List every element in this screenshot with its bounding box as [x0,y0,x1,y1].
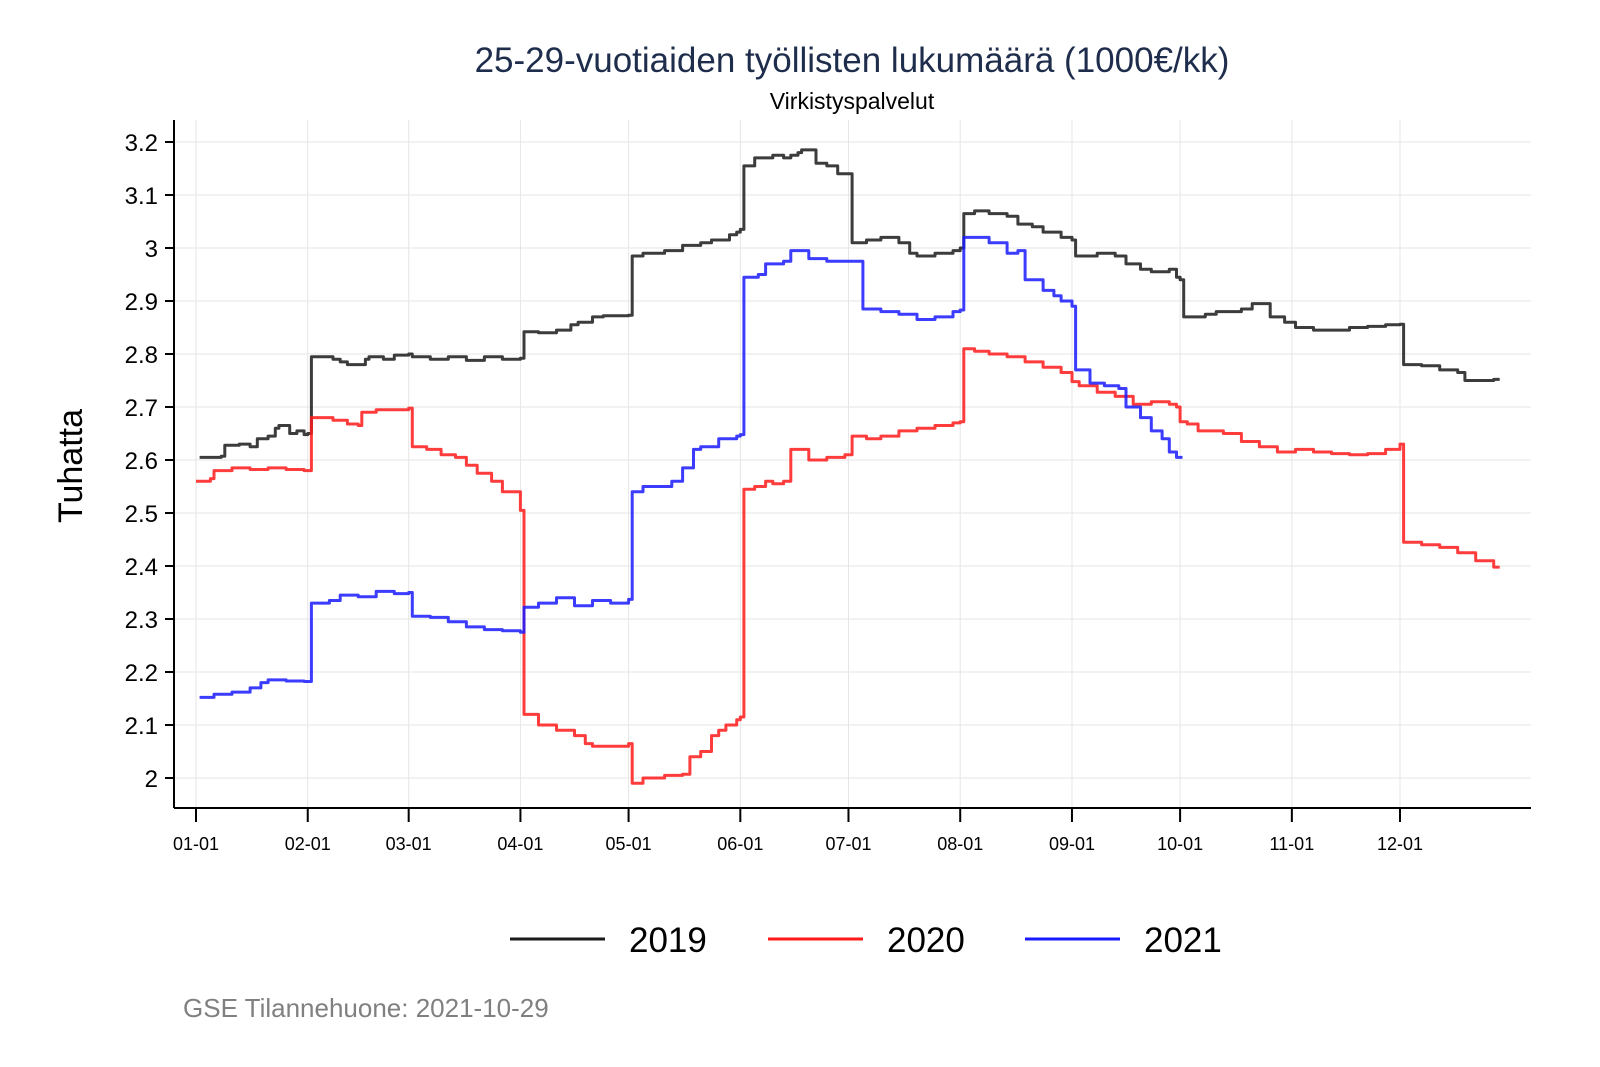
series-line-2021 [199,235,1183,699]
y-tick-label: 2.5 [125,501,158,528]
legend-label-2021: 2021 [1144,921,1222,960]
y-tick-label: 2.7 [125,395,158,422]
y-tick-label: 2.2 [125,660,158,687]
grid [174,120,1531,808]
legend-item-2019[interactable]: 2019 [510,921,707,960]
x-tick-label: 07-01 [825,834,871,854]
x-tick-label: 03-01 [386,834,432,854]
series-layer [196,148,1500,785]
y-tick-label: 2.3 [125,607,158,634]
y-ticks: 2 2.1 2.2 2.3 2.4 2.5 2.6 2.7 2.8 2.9 3 3.1 3.2 [125,130,174,793]
x-tick-label: 01-01 [173,834,219,854]
y-axis-label: Tuhatta [52,409,90,523]
legend-label-2019: 2019 [629,921,707,960]
x-ticks: 01-01 02-01 03-01 04-01 05-01 06-01 07-01 08-01… [173,808,1423,854]
legend-label-2020: 2020 [887,921,965,960]
x-tick-label: 12-01 [1377,834,1423,854]
y-tick-label: 2.4 [125,554,158,581]
legend-item-2021[interactable]: 2021 [1025,921,1222,960]
chart-title: 25-29-vuotiaiden työllisten lukumäärä (1… [475,41,1230,80]
series-line-2019 [199,148,1500,459]
x-tick-label: 04-01 [497,834,543,854]
legend-item-2020[interactable]: 2020 [768,921,965,960]
x-tick-label: 08-01 [937,834,983,854]
y-tick-label: 2.1 [125,713,158,740]
y-tick-label: 2.8 [125,342,158,369]
y-tick-label: 2.6 [125,448,158,475]
y-tick-label: 3 [145,236,158,263]
series-line-2020 [196,347,1500,785]
x-tick-label: 02-01 [285,834,331,854]
caption: GSE Tilannehuone: 2021-10-29 [183,993,549,1023]
x-tick-label: 11-01 [1270,834,1315,854]
legend: 2019 2020 2021 [510,921,1222,960]
x-tick-label: 05-01 [606,834,652,854]
y-tick-label: 3.2 [125,130,158,157]
y-tick-label: 2.9 [125,289,158,316]
x-tick-label: 06-01 [717,834,763,854]
x-tick-label: 10-01 [1157,834,1203,854]
y-tick-label: 2 [145,766,158,793]
x-tick-label: 09-01 [1049,834,1095,854]
chart-subtitle: Virkistyspalvelut [770,88,935,114]
y-tick-label: 3.1 [125,183,158,210]
